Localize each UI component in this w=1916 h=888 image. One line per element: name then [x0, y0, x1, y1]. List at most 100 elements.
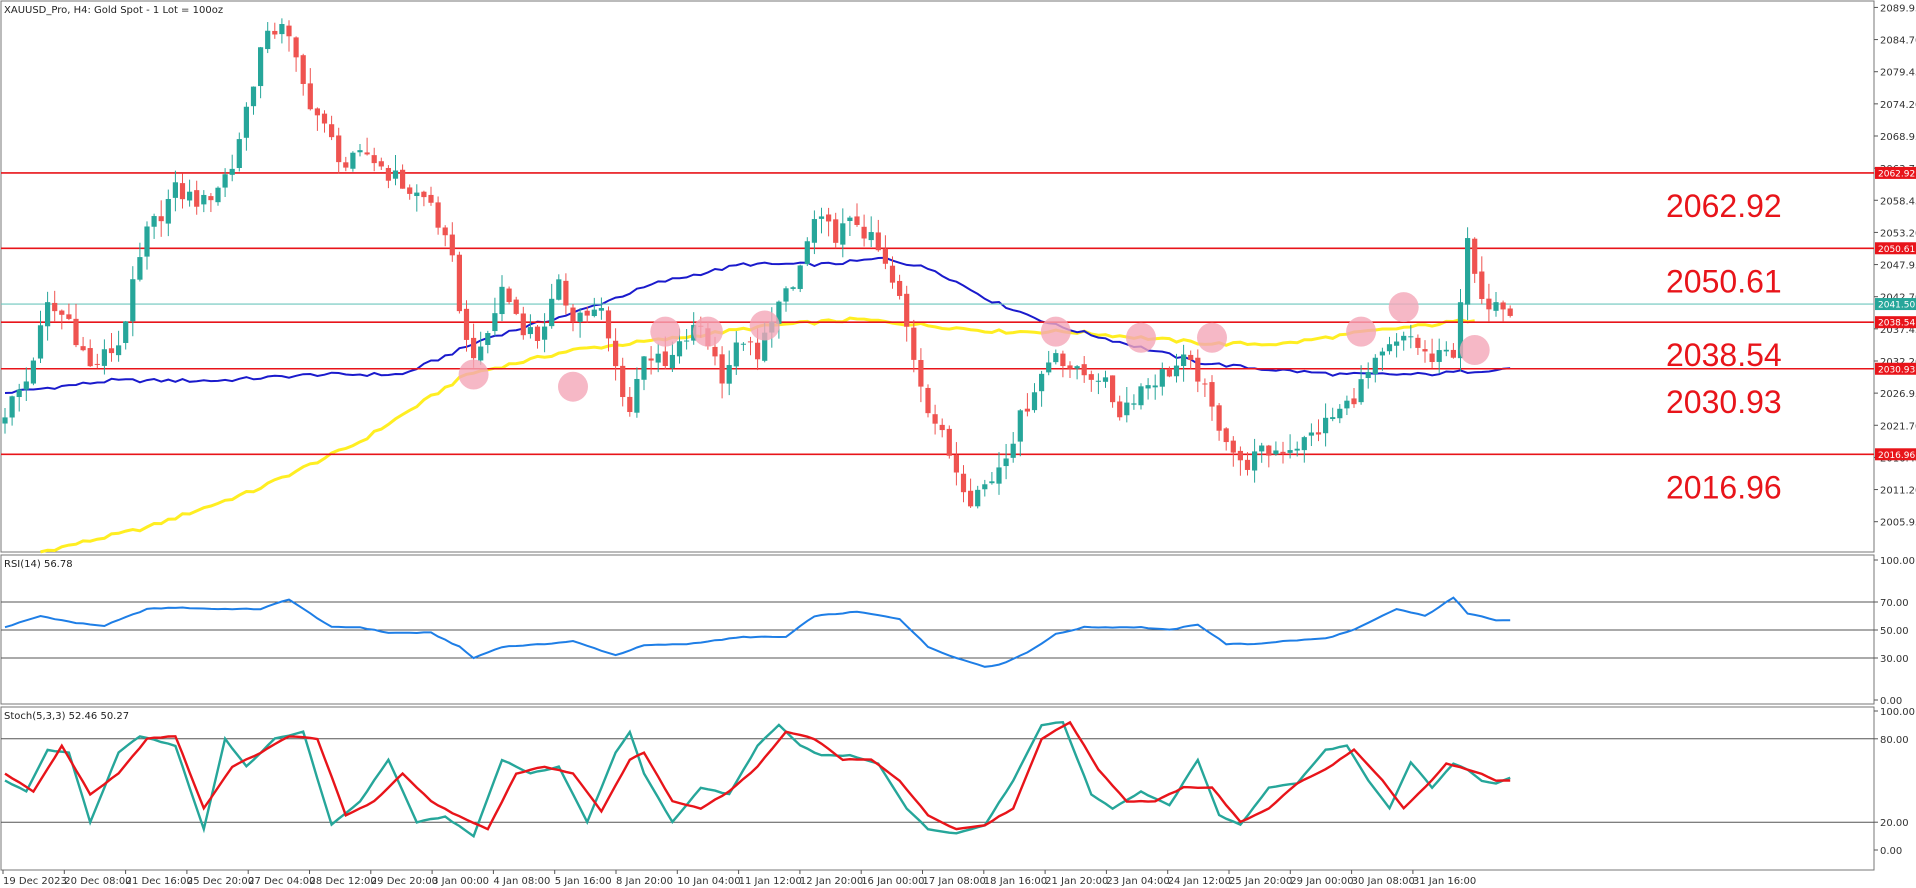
candle-body: [1500, 302, 1506, 310]
candle-body: [655, 353, 661, 363]
level-price-tag: [1875, 316, 1916, 329]
candle-body: [584, 310, 590, 316]
candle-body: [144, 226, 150, 257]
candle-body: [811, 219, 817, 243]
stochastic-pane-frame: [0, 706, 1875, 871]
candle: [144, 221, 150, 270]
candle-body: [1358, 379, 1364, 403]
candle: [591, 297, 597, 318]
candle-body: [1472, 238, 1478, 274]
candle: [407, 184, 413, 200]
candle: [478, 331, 484, 365]
candle: [1124, 387, 1130, 423]
candle: [1138, 383, 1144, 410]
candle-body: [868, 232, 874, 241]
candle-body: [1443, 349, 1449, 352]
candle: [371, 147, 377, 172]
candle: [982, 479, 988, 497]
level-label: 2030.93: [1666, 384, 1782, 420]
candle-body: [30, 360, 36, 384]
candle-body: [286, 25, 292, 37]
candle-body: [911, 327, 917, 360]
candle-body: [1315, 432, 1322, 435]
stochastic-lines: [4, 720, 1511, 839]
candle-body: [1081, 364, 1087, 376]
candle-body: [648, 358, 654, 361]
candle: [1252, 438, 1258, 483]
candle: [1031, 383, 1038, 413]
candle-body: [996, 467, 1002, 484]
candle-body: [1266, 445, 1272, 456]
time-axis-tick-label: 24 Jan 12:00: [1168, 876, 1231, 887]
candle-body: [499, 286, 505, 315]
candle-body: [179, 183, 186, 200]
candle: [968, 478, 974, 508]
candle-body: [165, 198, 171, 224]
candle: [442, 225, 448, 247]
candle-body: [939, 424, 945, 431]
candle: [1507, 305, 1513, 318]
candle-body: [1259, 445, 1265, 452]
touch-marker-circle: [558, 371, 588, 402]
candle: [428, 186, 434, 206]
candle-body: [321, 113, 328, 124]
candle: [1195, 349, 1201, 393]
candle-body: [1330, 417, 1336, 420]
candle-body: [272, 30, 278, 35]
candle-body: [776, 301, 782, 324]
candle: [23, 367, 29, 401]
price-pane[interactable]: XAUUSD_Pro, H4: Gold Spot - 1 Lot = 100o…: [0, 0, 1916, 554]
candle-body: [52, 302, 58, 312]
candle: [116, 330, 122, 362]
candle-body: [1244, 459, 1251, 470]
candle-body: [549, 298, 555, 327]
candle: [236, 132, 242, 172]
candle-body: [1088, 374, 1094, 380]
candle-body: [740, 343, 746, 345]
candle: [1088, 370, 1094, 392]
candle-body: [1102, 377, 1109, 382]
level-price-tag: [1875, 242, 1916, 255]
candle-body: [989, 481, 995, 484]
candle-body: [215, 187, 221, 203]
candle: [101, 339, 107, 375]
candle-body: [307, 83, 313, 110]
candle: [833, 212, 839, 249]
candle: [613, 328, 619, 381]
candle: [1188, 350, 1194, 370]
horizontal-levels[interactable]: 2062.92 2050.61 2038.54 2030.93 2016.96: [1, 172, 1874, 505]
candle: [1216, 403, 1222, 441]
time-axis-tick-label: 30 Jan 08:00: [1352, 876, 1415, 887]
stochastic-pane[interactable]: Stoch(5,3,3) 52.46 50.27 100.00 80.00 20.0…: [0, 706, 1915, 871]
touch-marker-circle: [1459, 334, 1490, 365]
candle: [87, 339, 93, 367]
candle-body: [797, 265, 803, 289]
candle-body: [1379, 351, 1385, 356]
candle: [123, 320, 129, 350]
candle-body: [527, 327, 533, 335]
candle: [1472, 237, 1478, 283]
time-axis-tick-label: 31 Jan 16:00: [1413, 876, 1476, 887]
candle: [30, 357, 36, 386]
candle-body: [1124, 402, 1130, 416]
candle: [364, 137, 370, 156]
candle-body: [1181, 354, 1187, 367]
level-label: 2062.92: [1666, 188, 1782, 224]
candle-body: [506, 288, 512, 303]
candle-body: [1294, 448, 1300, 451]
candle-body: [2, 417, 8, 424]
candle: [719, 346, 725, 399]
candle: [1024, 393, 1030, 417]
candle-body: [194, 190, 200, 207]
candle-body: [329, 124, 335, 138]
candle-body: [350, 152, 356, 169]
candle-body: [45, 302, 51, 327]
stochastic-header: Stoch(5,3,3) 52.46 50.27: [4, 711, 129, 722]
candle-body: [1152, 385, 1158, 388]
rsi-pane[interactable]: RSI(14) 56.78 100.00 70.00 50.00 30.00 0.00: [0, 554, 1915, 707]
candle-body: [598, 308, 604, 311]
candle-body: [1131, 403, 1137, 405]
touch-marker-circle: [749, 310, 780, 341]
